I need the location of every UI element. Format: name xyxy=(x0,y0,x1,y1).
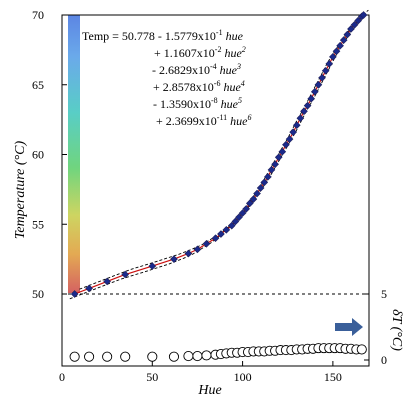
temperature-point xyxy=(303,101,312,110)
temperature-point xyxy=(148,262,157,270)
temperature-point xyxy=(282,140,290,149)
temperature-point xyxy=(325,60,334,68)
delta-t-point xyxy=(147,351,158,362)
delta-t-point xyxy=(356,344,367,355)
temperature-point xyxy=(202,239,211,248)
equation-line: + 2.3699x10-11 hue6 xyxy=(156,113,251,128)
temperature-point xyxy=(103,277,111,286)
temperature-point xyxy=(217,230,225,238)
right-arrow-icon xyxy=(335,318,363,336)
temperature-point xyxy=(238,209,247,217)
temperature-point xyxy=(347,25,355,33)
delta-t-point xyxy=(168,351,180,362)
x-tick-label: 150 xyxy=(324,370,342,384)
temperature-point xyxy=(121,270,130,279)
delta-t-point xyxy=(192,350,203,362)
x-axis-ticks: 0 50 100 150 xyxy=(59,361,342,384)
y-tick-label: 65 xyxy=(32,78,44,92)
equation-line: + 2.8578x10-6 hue4 xyxy=(153,79,245,94)
delta-t-point xyxy=(183,350,194,362)
x-tick-label: 0 xyxy=(59,370,65,384)
temperature-point xyxy=(222,226,231,234)
y-tick-label: 55 xyxy=(32,217,44,231)
temperature-point xyxy=(336,41,344,50)
equation-line: + 1.1607x10-2 hue2 xyxy=(154,45,246,60)
temperature-point xyxy=(242,205,251,213)
plot-frame xyxy=(61,14,370,367)
temperature-point xyxy=(300,107,308,116)
temperature-point xyxy=(249,195,258,203)
temperature-point xyxy=(307,94,316,103)
temperature-point xyxy=(278,147,287,156)
temperature-point xyxy=(264,172,272,181)
y-tick-label: 50 xyxy=(32,287,44,301)
temperature-point xyxy=(227,221,236,230)
temperature-point xyxy=(256,184,265,192)
temperature-point xyxy=(321,66,330,75)
y2-tick-label: 5 xyxy=(381,287,387,301)
delta-t-point xyxy=(102,351,113,362)
temperature-point xyxy=(70,290,79,298)
temperature-point xyxy=(274,153,283,162)
temperature-point xyxy=(359,11,368,19)
temperature-point xyxy=(231,217,240,226)
equation-line: - 1.3590x10-8 hue5 xyxy=(153,96,242,111)
equation-line: - 2.6829x10-4 hue3 xyxy=(152,62,241,77)
temperature-point xyxy=(85,284,93,293)
temperature-point xyxy=(354,16,362,25)
y2-tick-label: 0 xyxy=(381,353,387,367)
temperature-point xyxy=(296,114,305,123)
temperature-point xyxy=(343,30,352,39)
temperature-point xyxy=(339,36,348,44)
equation-line: Temp = 50.778 - 1.5779x10-1 hue xyxy=(82,28,244,43)
temperature-point xyxy=(184,249,193,258)
temperature-point xyxy=(332,47,341,56)
x-tick-label: 50 xyxy=(146,370,158,384)
x-tick-label: 100 xyxy=(234,370,252,384)
fit-equation: Temp = 50.778 - 1.5779x10-1 hue + 1.1607x… xyxy=(82,28,251,128)
x-axis-title: Hue xyxy=(197,383,221,398)
temperature-point xyxy=(253,189,261,198)
delta-t-point xyxy=(201,350,212,361)
y-axis-title: Temperature (°C) xyxy=(13,141,28,240)
temperature-points xyxy=(70,11,368,298)
temperature-point xyxy=(211,234,220,243)
temperature-point xyxy=(267,166,276,174)
temperature-point xyxy=(271,160,279,169)
temperature-point xyxy=(310,87,319,96)
temperature-point xyxy=(350,20,359,29)
delta-t-point xyxy=(84,351,95,362)
temperature-point xyxy=(260,178,269,187)
temperature-point xyxy=(318,73,326,82)
delta-t-point xyxy=(120,351,131,362)
y2-axis-title: δT (°C) xyxy=(389,309,404,351)
y-tick-label: 70 xyxy=(32,8,44,22)
temperature-point xyxy=(314,80,323,89)
temperature-point xyxy=(245,199,254,208)
fit-curve xyxy=(74,14,364,295)
temperature-point xyxy=(289,128,297,137)
delta-t-points xyxy=(69,343,367,362)
temperature-point xyxy=(285,135,294,143)
plot-area-border xyxy=(61,14,370,367)
y2-axis-ticks: 05 xyxy=(364,287,387,367)
temperature-point xyxy=(193,245,202,254)
hue-colorbar xyxy=(68,15,80,293)
temperature-point xyxy=(329,53,337,61)
temperature-point xyxy=(292,121,301,130)
y-axis-ticks: 50 55 60 65 70 xyxy=(32,8,67,301)
delta-t-point xyxy=(69,351,80,362)
y-tick-label: 60 xyxy=(32,148,44,162)
temperature-point xyxy=(170,255,178,263)
temperature-point xyxy=(235,213,243,222)
